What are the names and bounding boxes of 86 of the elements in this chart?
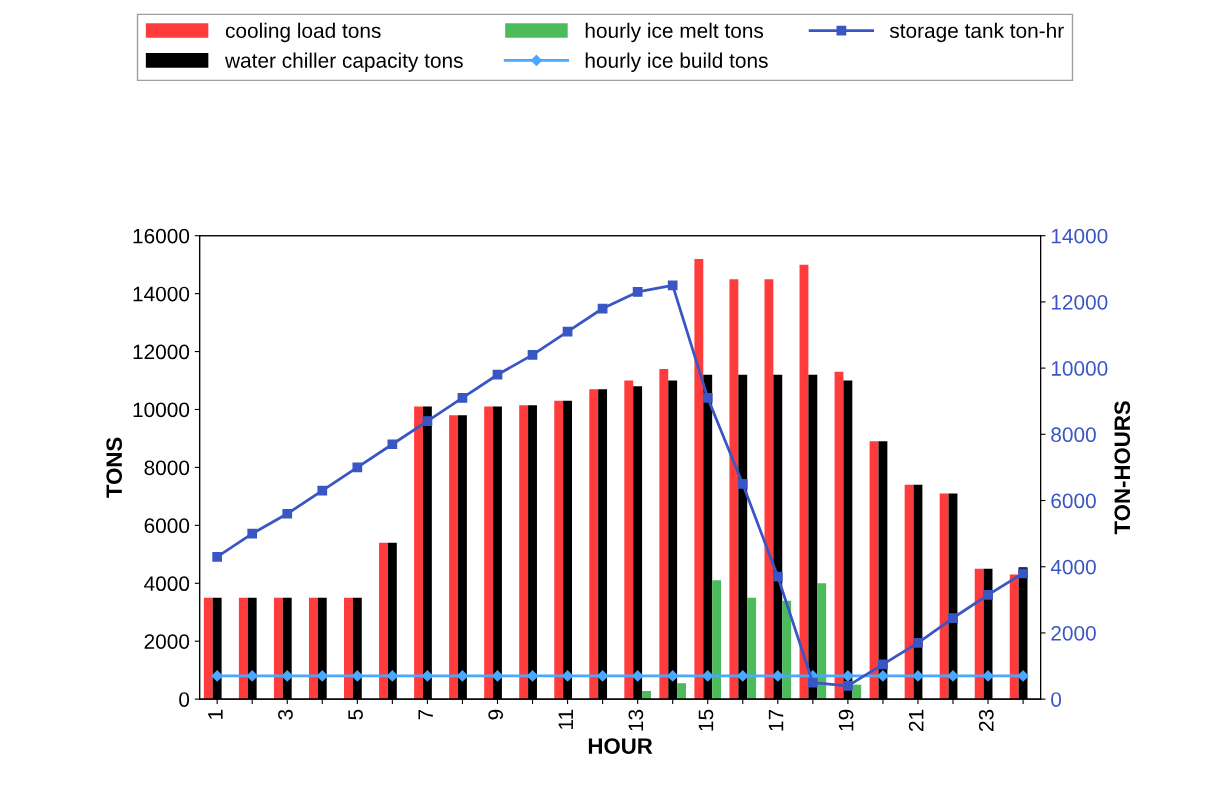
point (247, 528, 258, 539)
bar (694, 258, 704, 700)
y2-tick-label: 10000 (1051, 361, 1108, 376)
bar (238, 597, 248, 700)
x-tick-label: 23 (978, 709, 994, 731)
bar (484, 406, 494, 700)
bar (747, 597, 757, 700)
y-tick-label: 6000 (144, 518, 190, 534)
point (527, 350, 538, 360)
legend-label: cooling load tons (225, 22, 381, 43)
point (667, 280, 678, 291)
y-tick-label: 16000 (133, 228, 190, 244)
bar (554, 400, 564, 700)
x-tick-label: 17 (768, 709, 784, 731)
y-tick-label: 2000 (144, 634, 190, 649)
point (317, 485, 328, 496)
y2-tick-label: 4000 (1050, 559, 1096, 575)
bar (1009, 574, 1019, 700)
point (352, 462, 363, 473)
bar (624, 380, 634, 700)
point (457, 393, 468, 403)
x-tick-label: 1 (208, 709, 223, 719)
point (492, 369, 503, 380)
point (948, 613, 958, 623)
point (1018, 568, 1028, 579)
y-tick-label: 14000 (133, 286, 190, 302)
point (562, 326, 573, 337)
y2-tick-label: 12000 (1051, 294, 1108, 310)
bar (677, 683, 686, 700)
point (772, 571, 783, 582)
point (632, 287, 643, 297)
legend-label: water chiller capacity tons (224, 52, 463, 72)
legend-label: hourly ice melt tons (585, 22, 764, 43)
y2-tick-label: 0 (1051, 692, 1062, 707)
bar (344, 597, 353, 700)
bar (974, 568, 984, 700)
bar (414, 406, 423, 700)
y-tick-label: 12000 (133, 344, 190, 360)
x-axis-title: HOUR (588, 738, 653, 754)
bar (939, 493, 949, 700)
x-tick-label: 11 (558, 709, 573, 729)
y2-tick-label: 6000 (1051, 493, 1096, 509)
y-axis-title: TONS (106, 437, 123, 498)
point (212, 551, 223, 562)
bar (659, 368, 669, 700)
y2-tick-label: 14000 (1051, 228, 1108, 244)
point (387, 439, 398, 450)
x-tick-label: 3 (278, 709, 293, 720)
y2-tick-label: 2000 (1051, 625, 1096, 641)
point (913, 637, 923, 648)
y-tick-label: 8000 (144, 460, 190, 476)
bar (904, 484, 914, 700)
point (282, 508, 293, 519)
point (702, 393, 713, 403)
bar (203, 597, 213, 700)
legend-label: storage tank ton-hr (889, 22, 1064, 43)
y-tick-label: 0 (179, 692, 190, 707)
x-tick-label: 19 (838, 709, 854, 731)
bar (308, 597, 318, 700)
legend-label: hourly ice build tons (585, 52, 768, 72)
point (422, 416, 433, 426)
bar (589, 389, 599, 700)
bar (729, 279, 739, 700)
y-tick-label: 4000 (144, 576, 190, 592)
point (737, 479, 748, 489)
bar (273, 597, 283, 700)
x-tick-label: 15 (698, 709, 714, 731)
x-tick-label: 7 (418, 709, 433, 720)
y2-axis-title: TON-HOURS (1114, 401, 1131, 535)
y-tick-label: 10000 (133, 402, 190, 418)
y2-tick-label: 8000 (1051, 427, 1096, 443)
bar (817, 583, 827, 700)
x-tick-label: 9 (488, 709, 504, 720)
bar (782, 600, 792, 700)
bar (449, 415, 459, 700)
bar (379, 542, 388, 700)
point (807, 677, 818, 688)
point (983, 589, 993, 600)
bar (712, 580, 722, 700)
point (843, 681, 853, 691)
bar (519, 405, 529, 700)
x-tick-label: 13 (628, 709, 644, 731)
point (878, 659, 888, 670)
x-tick-label: 21 (908, 709, 924, 731)
bar (764, 279, 774, 700)
x-tick-label: 5 (348, 709, 363, 720)
